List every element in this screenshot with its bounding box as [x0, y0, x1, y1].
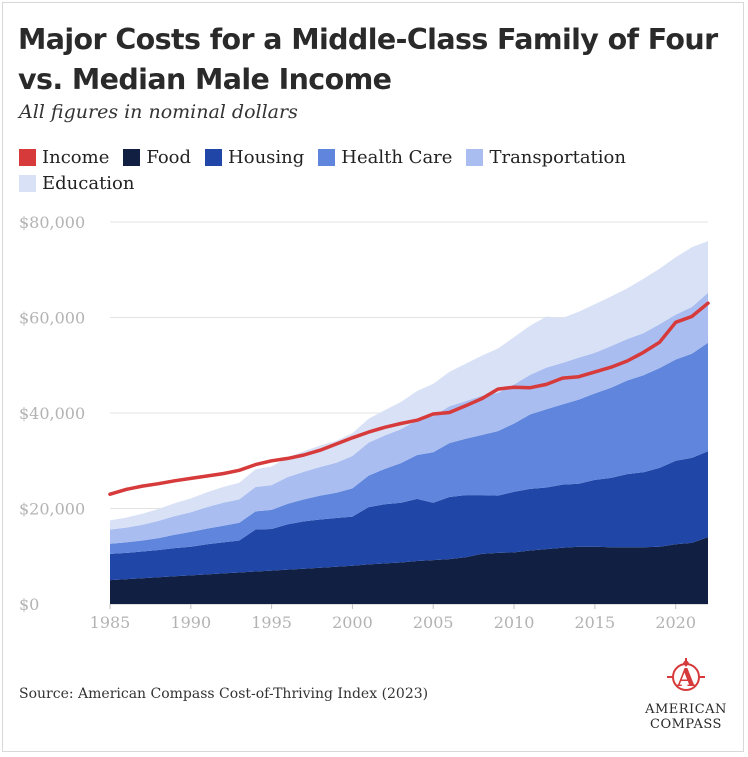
legend-label-transportation: Transportation [489, 146, 626, 168]
x-tick-label: 2010 [494, 613, 535, 632]
x-tick-label: 1990 [170, 613, 211, 632]
legend-label-food: Food [146, 146, 192, 168]
legend-swatch-health-care [318, 148, 336, 166]
legend-swatch-education [19, 174, 36, 192]
y-tick-label: $0 [19, 595, 39, 614]
chart-title: Major Costs for a Middle-Class Family of… [18, 23, 718, 96]
legend-label-income: Income [42, 146, 110, 168]
x-tick-label: 2015 [575, 613, 616, 632]
y-tick-label: $40,000 [19, 404, 85, 423]
legend-label-health-care: Health Care [341, 146, 453, 168]
line-income [108, 301, 710, 496]
logo-monogram: A [676, 663, 696, 692]
area-transportation [110, 292, 708, 544]
x-tick-label: 2000 [332, 613, 373, 632]
y-tick-label: $80,000 [19, 213, 85, 232]
legend-item-health-care: Health Care [318, 145, 452, 169]
chart-subtitle: All figures in nominal dollars [19, 101, 298, 123]
american-compass-logo: A AMERICAN COMPASS [636, 657, 736, 732]
legend: Income Food Housing Health Care Transpor… [19, 145, 719, 195]
legend-swatch-housing [205, 148, 223, 166]
x-tick-label: 2020 [655, 613, 696, 632]
legend-swatch-food [123, 148, 141, 166]
legend-item-education: Education [19, 171, 135, 195]
x-tick-label: 1995 [251, 613, 292, 632]
legend-item-food: Food [123, 145, 191, 169]
legend-item-housing: Housing [205, 145, 304, 169]
area-health-care [110, 342, 708, 554]
area-housing [110, 451, 708, 581]
legend-item-transportation: Transportation [466, 145, 626, 169]
compass-monogram-icon: A [667, 658, 705, 692]
legend-label-education: Education [42, 172, 135, 194]
source-note: Source: American Compass Cost-of-Thrivin… [19, 686, 429, 702]
legend-label-housing: Housing [228, 146, 305, 168]
x-tick-label: 2005 [413, 613, 454, 632]
y-tick-label: $60,000 [19, 309, 85, 328]
stacked-areas [110, 241, 708, 604]
axis-labels: $0 $20,000 $40,000 $60,000 $80,000 1985 1990 19… [19, 213, 696, 632]
area-food [110, 537, 708, 604]
income-line-layer [108, 301, 710, 496]
logo-text-line2: COMPASS [650, 717, 722, 732]
x-tick-label: 1985 [90, 613, 131, 632]
legend-swatch-transportation [466, 148, 484, 166]
logo-text-line1: AMERICAN [645, 702, 727, 717]
y-tick-label: $20,000 [19, 500, 85, 519]
legend-swatch-income [19, 148, 36, 166]
chart-plot: $0 $20,000 $40,000 $60,000 $80,000 1985 1990 19… [19, 213, 710, 632]
legend-item-income: Income [19, 145, 109, 169]
